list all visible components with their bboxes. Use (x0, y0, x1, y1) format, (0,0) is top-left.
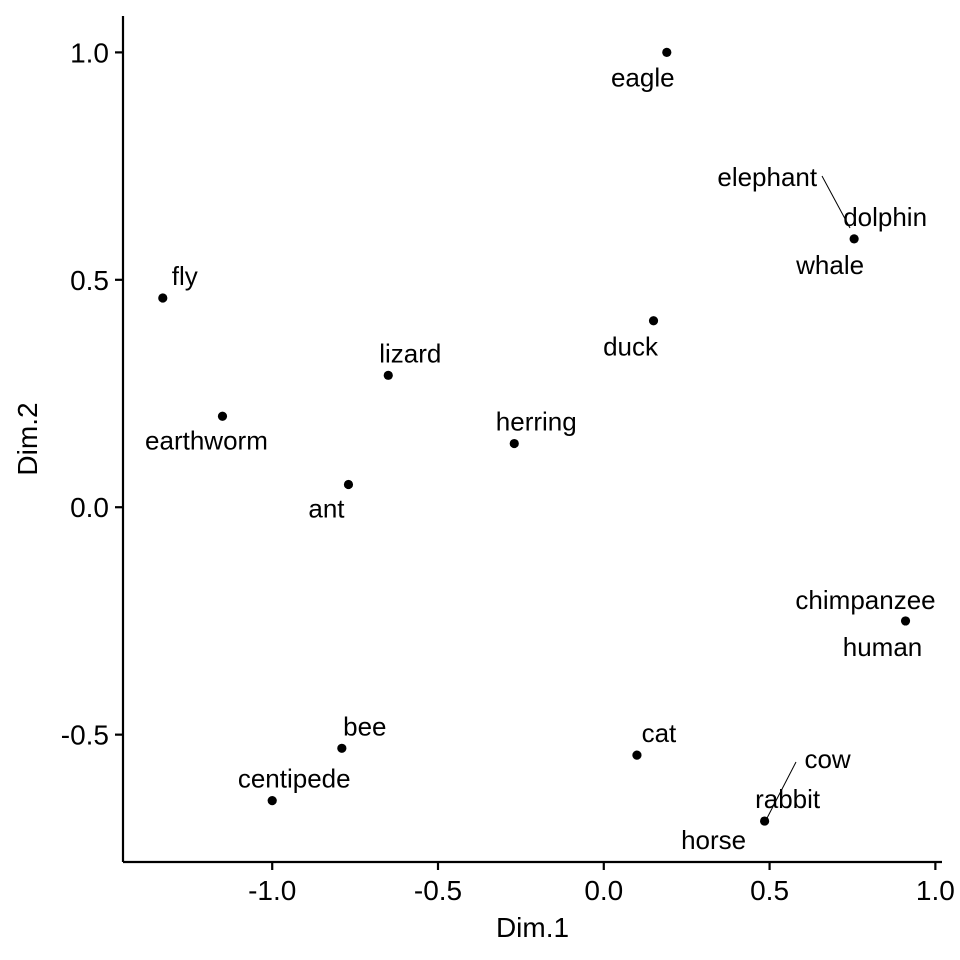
axes-layer (121, 16, 942, 864)
x-tick-label: 0.0 (584, 875, 623, 906)
y-tick-label: 0.5 (70, 265, 109, 296)
data-point (648, 316, 659, 326)
point-label-human: human (843, 632, 923, 662)
leader-lines-layer (764, 175, 851, 823)
point-label-herring: herring (496, 407, 577, 437)
x-tick-label: 0.5 (750, 875, 789, 906)
point-label-horse: horse (681, 825, 746, 855)
x-tick-label: -0.5 (414, 875, 462, 906)
point-label-bee: bee (343, 711, 386, 741)
data-point (267, 795, 277, 806)
ticks-layer: -1.0 -0.5 0.0 0.5 1.0 -0.5 0.0 0.5 1.0 (61, 37, 955, 906)
y-tick-label: -0.5 (61, 720, 109, 751)
point-label-chimpanzee: chimpanzee (795, 585, 935, 615)
data-point (900, 616, 911, 626)
points-layer (158, 47, 911, 826)
point-label-whale: whale (795, 250, 864, 280)
x-tick-label: 1.0 (916, 875, 955, 906)
data-point (343, 479, 354, 490)
point-label-lizard: lizard (379, 338, 441, 368)
x-axis-title: Dim.1 (496, 912, 569, 943)
point-label-earthworm: earthworm (145, 425, 268, 455)
leader-line-cow (764, 761, 797, 823)
point-label-centipede: centipede (238, 764, 351, 794)
data-point (632, 750, 642, 760)
point-label-ant: ant (308, 493, 345, 523)
point-label-rabbit: rabbit (755, 784, 821, 814)
data-point (383, 370, 393, 380)
y-tick-label: 0.0 (70, 492, 109, 523)
leader-line-elephant (821, 175, 851, 229)
point-label-dolphin: dolphin (843, 202, 927, 232)
x-tick-label: -1.0 (248, 875, 296, 906)
y-tick-label: 1.0 (70, 37, 109, 68)
data-point (217, 411, 228, 421)
point-label-cow: cow (804, 744, 850, 774)
data-point (509, 438, 519, 449)
point-label-elephant: elephant (717, 162, 818, 192)
data-point (849, 234, 859, 244)
y-axis-title: Dim.2 (12, 402, 43, 475)
data-point (662, 47, 672, 57)
point-label-cat: cat (642, 718, 677, 748)
point-label-eagle: eagle (611, 62, 675, 92)
point-label-fly: fly (172, 261, 198, 291)
data-point (337, 743, 347, 753)
data-point (760, 816, 770, 826)
point-label-duck: duck (603, 332, 659, 362)
point-labels-layer: eagle elephant dolphin whale fly duck lizard ea… (145, 62, 936, 855)
data-point (158, 293, 168, 303)
